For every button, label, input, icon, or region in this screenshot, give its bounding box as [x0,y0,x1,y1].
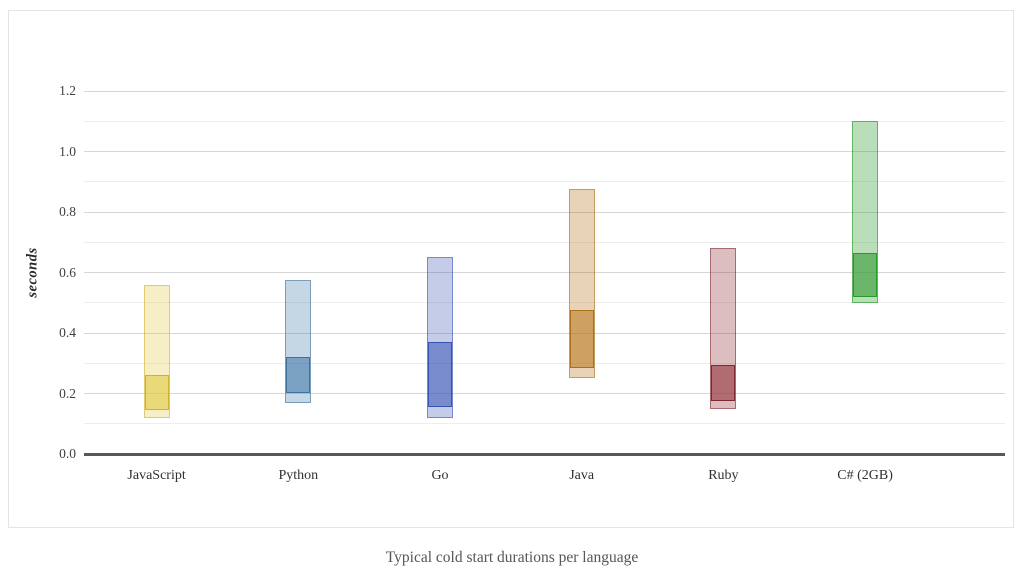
inner-box-javascript[interactable] [144,375,169,411]
grid-line [84,423,1005,425]
grid-line [84,181,1005,183]
inner-box-ruby[interactable] [711,364,736,402]
inner-box-python[interactable] [286,357,311,394]
grid-line [84,151,1005,152]
y-tick-label: 1.0 [59,143,76,159]
y-tick-label: 0.8 [59,204,76,219]
x-axis-label: Go [431,468,449,483]
x-axis-label: Java [569,468,595,483]
y-tick-label: 0.2 [59,385,76,401]
grid-line [84,272,1005,273]
chart-title: Typical cold start durations per languag… [385,549,639,566]
y-tick-label: 0.6 [59,264,76,280]
inner-box-c-2gb-[interactable] [853,252,878,297]
grid-line [84,302,1005,304]
x-axis-label: Ruby [708,468,739,483]
inner-box-java[interactable] [569,310,594,368]
grid-line [84,241,1005,243]
grid-line [84,393,1005,394]
grid-line [84,90,1005,92]
x-axis-label: C# (2GB) [837,468,893,483]
grid-line [84,120,1005,122]
inner-box-go[interactable] [428,342,452,408]
grid-line [84,332,1005,334]
grid-line [84,362,1005,364]
y-tick-label: 0.0 [59,446,76,461]
x-axis-label: Python [278,468,319,483]
chart-card [8,10,1014,528]
y-tick-label: 0.4 [59,325,76,340]
x-axis-line [84,452,1005,456]
grid-line [84,211,1005,213]
y-axis-title: seconds [24,247,41,298]
x-axis-label: JavaScript [127,468,186,483]
y-tick-label: 1.2 [59,83,76,98]
